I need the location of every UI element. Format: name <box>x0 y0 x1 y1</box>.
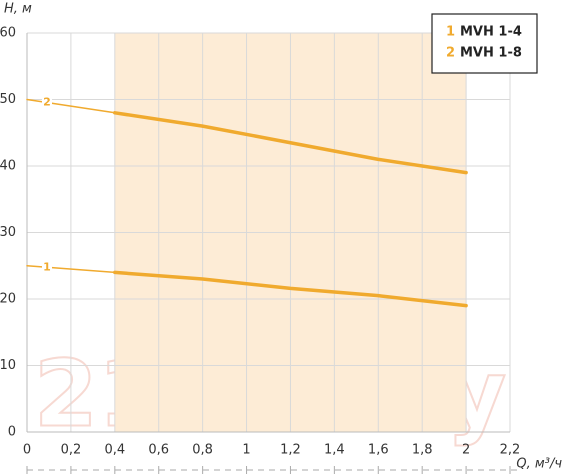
x-tick-label: 1 <box>242 443 250 458</box>
curve-label-bg <box>42 96 52 109</box>
legend-box <box>431 13 538 74</box>
curve <box>113 270 468 308</box>
y-tick-label: 20 <box>0 292 16 307</box>
x-tick-label: 1,4 <box>324 443 345 458</box>
x-tick-label: 0,8 <box>192 443 213 458</box>
x-axis-label: Q, м³/ч <box>516 457 562 472</box>
y-tick-label: 60 <box>0 26 16 41</box>
x-tick-label: 0,4 <box>104 443 125 458</box>
curve <box>113 111 468 175</box>
y-tick-label: 30 <box>0 225 16 240</box>
legend-label: MVH 1-8 <box>460 46 522 61</box>
curve-label: 1 <box>43 260 51 273</box>
curve-label-bg <box>42 261 52 274</box>
x-tick-label: 0,2 <box>61 443 82 458</box>
y-tick-label: 10 <box>0 358 16 373</box>
y-tick-label: 50 <box>0 92 16 107</box>
y-tick-label: 40 <box>0 159 16 174</box>
x-tick-label: 2 <box>462 443 470 458</box>
x-tick-label: 0 <box>23 443 31 458</box>
x-tick-label: 1,8 <box>412 443 433 458</box>
legend-marker: 2 <box>446 46 455 61</box>
legend: 1 MVH 1-4 2 MVH 1-8 <box>431 13 538 74</box>
x-tick-label: 0,6 <box>148 443 169 458</box>
curve-label: 2 <box>43 96 51 109</box>
x-tick-label: 2,2 <box>500 443 521 458</box>
x-tick-label: 1,2 <box>280 443 301 458</box>
y-axis-label: H, м <box>4 2 32 17</box>
curve-extension <box>26 265 116 274</box>
x-tick-label: 1,6 <box>368 443 389 458</box>
legend-marker: 1 <box>446 25 455 40</box>
legend-label: MVH 1-4 <box>460 25 522 40</box>
curve-extension <box>26 98 116 114</box>
y-tick-label: 0 <box>8 425 16 440</box>
